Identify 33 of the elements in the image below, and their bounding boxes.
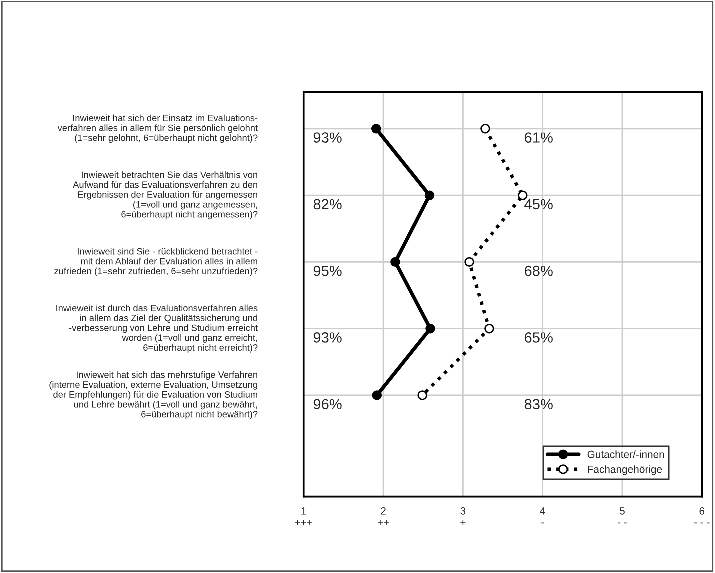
x-tick-label: 3 + [460, 507, 466, 526]
annotation: 61% [524, 132, 553, 143]
x-tick-label: 2 ++ [378, 507, 390, 526]
annotation: 45% [524, 199, 553, 210]
legend-label: Fachangehörige [588, 466, 662, 476]
y-tick-label: Inwieweit sind Sie - rückblickend betrachtet - mit dem Ablauf der Evaluation alles in allem zufrieden (1=sehr zufrieden, 6=sehr unzufrieden)? [54, 248, 258, 276]
x-tick-label: 5 - - [618, 508, 627, 524]
point [424, 190, 435, 200]
annotation: 82% [314, 199, 342, 210]
y-tick-label: Inwieweit hat sich der Einsatz im Evaluations- verfahren alles in allem für Sie persönlich gelohnt (1=sehr gelohnt, 6=überhaupt nicht gelohnt)? [58, 114, 258, 144]
point [371, 124, 382, 134]
point [418, 390, 428, 400]
point [426, 324, 436, 334]
annotation: 96% [314, 399, 342, 410]
annotation: 65% [524, 332, 553, 343]
legend-label: Gutachter/-innen [588, 450, 664, 458]
point [464, 257, 474, 268]
x-tick-label: 4 - [540, 508, 546, 524]
y-tick-label: Inwieweit hat sich das mehrstufige Verfahren (interne Evaluation, externe Evaluation, Umsetzung der Empfehlungen) für die Evaluation von Studium und Lehre bewährt (1=voll und ganz bewährt, 6=überhaupt nicht bewährt)? [50, 371, 258, 420]
annotation: 93% [314, 132, 342, 143]
annotation: 68% [524, 266, 553, 276]
point [372, 390, 382, 400]
annotation: 93% [314, 332, 342, 343]
point [518, 190, 528, 200]
annotation: 83% [524, 399, 553, 410]
x-tick-label: 6 - - - [694, 507, 710, 524]
y-tick-label: Inwieweit ist durch das Evaluationsverfahren alles in allem das Ziel der Qualitätssicherung und -verbesserung von Lehre und Studium erreicht worden (1=voll und ganz erreicht, 6=überhaupt nicht erreicht)? [56, 304, 258, 353]
point [484, 324, 494, 334]
point [390, 257, 400, 268]
y-tick-label: Inwieweit betrachten Sie das Verhältnis von Aufwand für das Evaluationsverfahren zu den Ergebnissen der Evaluation für angemessen (1=voll und ganz angemessen, 6=überhaupt nicht angemessen)? [73, 172, 258, 220]
point [480, 124, 490, 134]
annotation: 95% [314, 266, 342, 276]
x-tick-label: 1 +++ [295, 508, 312, 526]
